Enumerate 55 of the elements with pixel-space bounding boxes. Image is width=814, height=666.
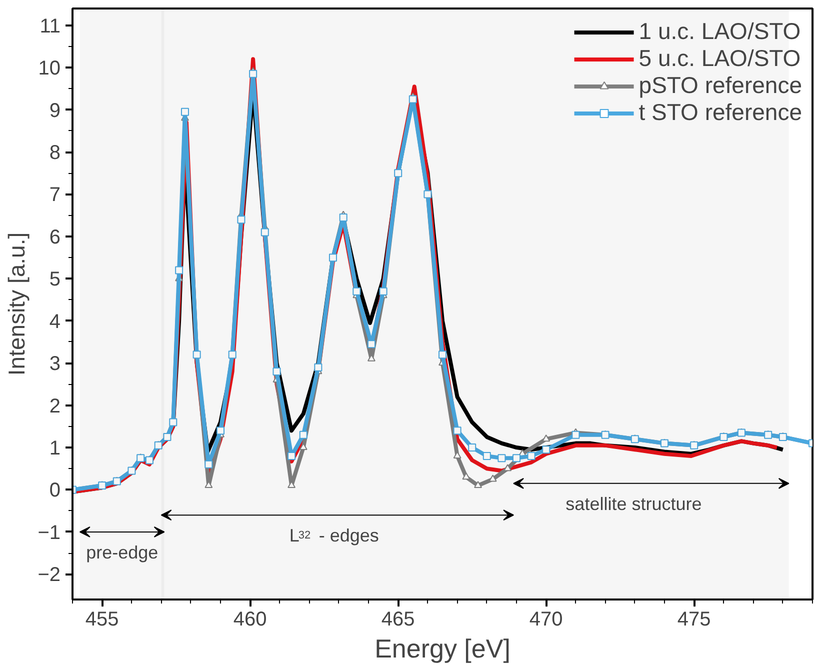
point	[249, 70, 258, 78]
point	[572, 430, 580, 439]
x-tick-label: 475	[677, 608, 711, 630]
legend-label: t STO reference	[638, 99, 802, 126]
point	[288, 452, 296, 460]
point	[498, 454, 506, 462]
y-tick-label: 7	[49, 184, 60, 206]
band-label: pre-edge	[86, 542, 158, 563]
point	[216, 426, 224, 435]
legend-label: 1 u.c. LAO/STO	[638, 18, 801, 45]
point	[408, 95, 417, 104]
point	[367, 340, 376, 348]
point	[379, 287, 388, 296]
y-tick-label: −1	[38, 522, 61, 544]
point	[237, 216, 246, 224]
y-tick-label: 2	[49, 395, 60, 418]
x-tick-label: 455	[85, 608, 119, 630]
point	[352, 287, 361, 296]
y-tick-label: 1	[49, 438, 60, 460]
y-tick-label: −2	[38, 564, 61, 586]
legend-label: 5 u.c. LAO/STO	[638, 45, 801, 72]
point	[512, 454, 520, 462]
point	[314, 363, 322, 372]
y-tick-label: 11	[40, 15, 61, 38]
point	[527, 452, 536, 460]
y-axis-title: Intensity [a.u.]	[4, 232, 30, 376]
y-tick-label: 3	[49, 353, 60, 376]
y-tick-label: 10	[38, 58, 61, 80]
y-tick-label: 8	[49, 142, 60, 164]
y-tick-label: 9	[49, 100, 60, 122]
y-tick-label: 4	[49, 310, 60, 333]
point	[453, 426, 462, 435]
point	[272, 368, 281, 376]
y-tick-label: 5	[49, 268, 60, 291]
legend-label: pSTO reference	[638, 72, 802, 99]
point	[482, 452, 491, 460]
x-axis-title: Energy [eV]	[374, 634, 510, 664]
point	[204, 460, 213, 468]
band-label: L32 - edges	[289, 526, 379, 546]
band-label: satellite structure	[566, 494, 702, 514]
point	[180, 108, 189, 116]
x-tick-label: 470	[529, 608, 563, 630]
y-tick-label: 0	[49, 480, 60, 502]
point	[339, 213, 348, 222]
y-tick-label: 6	[49, 226, 60, 248]
x-tick-label: 460	[233, 608, 267, 630]
x-tick-label: 465	[381, 608, 415, 630]
point	[504, 464, 512, 472]
point	[542, 446, 550, 454]
point	[175, 266, 184, 274]
point	[299, 430, 308, 439]
point	[260, 228, 269, 236]
point	[438, 350, 446, 359]
point	[468, 444, 476, 452]
point	[474, 480, 482, 488]
